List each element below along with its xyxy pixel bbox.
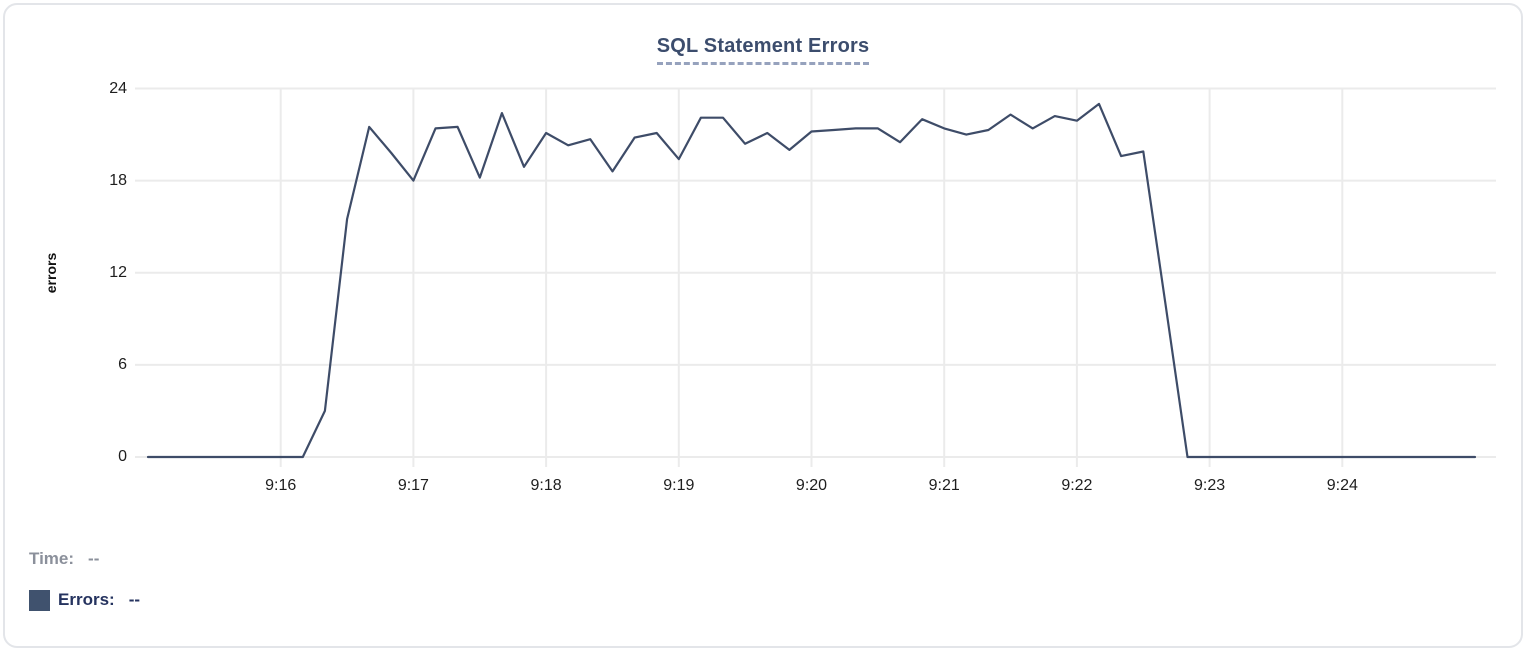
legend-time-row: Time: -- [29,547,140,571]
legend-time-label: Time: [29,549,75,568]
y-tick-label: 0 [118,448,127,465]
y-tick-label: 6 [118,355,127,373]
line-chart-plot[interactable] [5,5,1528,515]
x-tick-label: 9:22 [1061,477,1093,494]
x-tick-label: 9:17 [397,477,429,494]
x-tick-label: 9:20 [795,477,828,494]
x-tick-label: 9:24 [1326,477,1358,494]
errors-series-line[interactable] [146,102,1477,459]
x-tick-label: 9:23 [1194,477,1226,494]
x-tick-label: 9:21 [928,477,960,494]
chart-title-wrap: SQL Statement Errors [5,35,1521,65]
x-tick-label: 9:16 [265,477,297,494]
errors-series-swatch [29,589,50,611]
y-tick-label: 18 [109,171,127,189]
y-tick-label: 12 [109,263,127,281]
legend-errors-value: -- [128,590,141,609]
legend-errors-row: Errors: -- [29,588,140,612]
y-tick-label: 24 [109,79,127,97]
chart-card: SQL Statement Errors 0 6 12 18 24 9:16 9:17 9:… [3,3,1523,648]
legend-time-value: -- [88,549,100,568]
x-tick-label: 9:19 [663,477,695,494]
hover-legend: Time: -- Errors: -- [29,547,140,612]
x-tick-label: 9:18 [530,477,562,494]
legend-errors-label: Errors: [58,590,115,609]
chart-title[interactable]: SQL Statement Errors [656,35,870,65]
y-axis-title: errors [43,252,59,294]
